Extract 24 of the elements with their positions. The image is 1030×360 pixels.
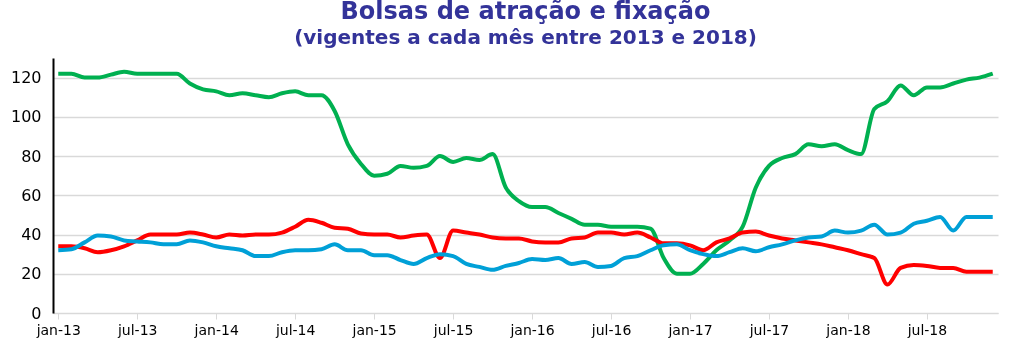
x-tick-label: jul-18 (906, 321, 948, 338)
line-series (56, 214, 995, 272)
y-tick-label: 100 (10, 107, 42, 127)
line-series (56, 69, 995, 276)
y-tick-label: 0 (31, 303, 42, 323)
chart-subtitle: (vigentes a cada mês entre 2013 e 2018) (294, 25, 757, 49)
x-tick-label: jan-17 (667, 321, 713, 338)
y-tick-label: 60 (21, 185, 42, 205)
line-series (56, 217, 995, 287)
x-tick-label: jul-17 (748, 321, 790, 338)
x-tick-label: jul-14 (274, 321, 316, 338)
y-tick-label: 120 (10, 68, 42, 88)
y-tick-label: 40 (21, 225, 42, 245)
x-tick-label: jan-13 (35, 321, 81, 338)
x-tick-label: jul-16 (590, 321, 632, 338)
y-tick-label: 80 (21, 146, 42, 166)
x-tick-label: jul-15 (432, 321, 474, 338)
chart-title: Bolsas de atração e fixação (340, 0, 711, 25)
x-tick-label: jan-15 (351, 321, 397, 338)
x-tick-label: jul-13 (116, 321, 158, 338)
x-tick-label: jan-14 (193, 321, 239, 338)
x-tick-label: jan-16 (509, 321, 555, 338)
y-tick-label: 20 (21, 264, 42, 284)
x-tick-label: jan-18 (825, 321, 871, 338)
